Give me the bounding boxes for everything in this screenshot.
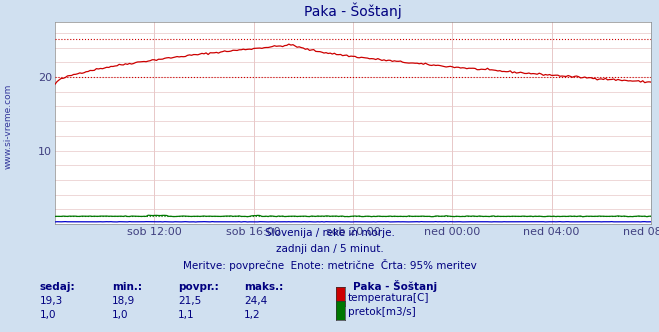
Text: zadnji dan / 5 minut.: zadnji dan / 5 minut. bbox=[275, 244, 384, 254]
Text: Meritve: povprečne  Enote: metrične  Črta: 95% meritev: Meritve: povprečne Enote: metrične Črta:… bbox=[183, 259, 476, 271]
Text: 24,4: 24,4 bbox=[244, 296, 267, 306]
Text: 1,0: 1,0 bbox=[112, 310, 129, 320]
Text: povpr.:: povpr.: bbox=[178, 282, 219, 292]
Text: Slovenija / reke in morje.: Slovenija / reke in morje. bbox=[264, 228, 395, 238]
Text: 1,2: 1,2 bbox=[244, 310, 260, 320]
Text: 1,0: 1,0 bbox=[40, 310, 56, 320]
Text: sedaj:: sedaj: bbox=[40, 282, 75, 292]
Text: Paka - Šoštanj: Paka - Šoštanj bbox=[353, 280, 437, 292]
Text: temperatura[C]: temperatura[C] bbox=[348, 293, 430, 303]
Text: pretok[m3/s]: pretok[m3/s] bbox=[348, 307, 416, 317]
Text: 18,9: 18,9 bbox=[112, 296, 135, 306]
Text: 19,3: 19,3 bbox=[40, 296, 63, 306]
Text: 1,1: 1,1 bbox=[178, 310, 194, 320]
Title: Paka - Šoštanj: Paka - Šoštanj bbox=[304, 3, 402, 20]
Text: www.si-vreme.com: www.si-vreme.com bbox=[3, 83, 13, 169]
Text: min.:: min.: bbox=[112, 282, 142, 292]
Text: 21,5: 21,5 bbox=[178, 296, 201, 306]
Text: maks.:: maks.: bbox=[244, 282, 283, 292]
